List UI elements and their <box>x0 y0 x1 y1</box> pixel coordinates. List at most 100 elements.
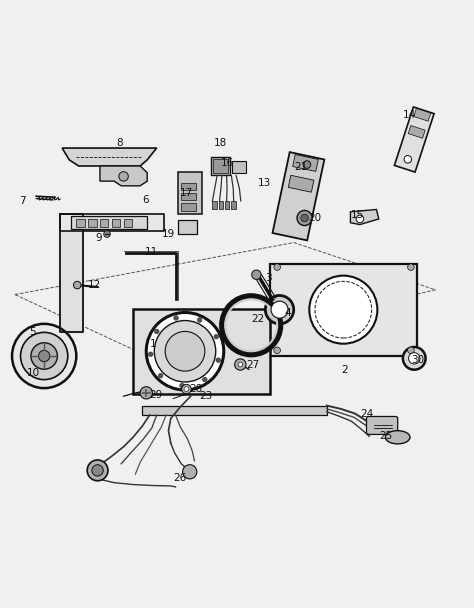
Text: 17: 17 <box>180 188 193 198</box>
Bar <box>225 201 229 210</box>
Circle shape <box>182 384 191 394</box>
Circle shape <box>155 329 159 334</box>
Text: 3: 3 <box>265 273 272 283</box>
Polygon shape <box>100 166 147 186</box>
Circle shape <box>146 313 224 390</box>
Circle shape <box>356 215 364 223</box>
Circle shape <box>297 210 312 226</box>
Circle shape <box>271 301 288 318</box>
Polygon shape <box>414 108 431 121</box>
Circle shape <box>303 161 311 168</box>
Circle shape <box>408 264 414 271</box>
Text: 6: 6 <box>143 195 149 205</box>
Circle shape <box>214 334 219 339</box>
Bar <box>143 406 327 415</box>
Polygon shape <box>273 152 324 240</box>
Circle shape <box>238 362 243 367</box>
Bar <box>219 201 223 210</box>
Text: 12: 12 <box>88 280 101 290</box>
Bar <box>124 219 132 227</box>
Bar <box>213 159 228 173</box>
Bar <box>133 309 270 394</box>
Text: 27: 27 <box>246 361 260 370</box>
Polygon shape <box>350 210 379 224</box>
Polygon shape <box>288 175 314 192</box>
Bar <box>181 203 196 211</box>
Circle shape <box>235 359 246 370</box>
Text: 7: 7 <box>19 196 26 206</box>
Circle shape <box>173 316 178 320</box>
Text: 11: 11 <box>145 247 158 257</box>
Circle shape <box>12 324 76 388</box>
Circle shape <box>31 343 57 369</box>
Text: 8: 8 <box>117 138 123 148</box>
Bar <box>212 201 217 210</box>
Text: 21: 21 <box>295 162 308 172</box>
Circle shape <box>140 387 153 399</box>
Bar <box>178 171 202 214</box>
Text: 25: 25 <box>379 431 392 441</box>
Polygon shape <box>60 214 83 333</box>
Circle shape <box>73 282 81 289</box>
Circle shape <box>274 347 281 354</box>
Text: 24: 24 <box>360 409 373 419</box>
Circle shape <box>180 383 184 388</box>
Circle shape <box>182 465 197 479</box>
Text: 5: 5 <box>29 327 36 337</box>
Circle shape <box>409 353 420 364</box>
Polygon shape <box>394 107 434 172</box>
Text: 26: 26 <box>173 473 186 483</box>
Circle shape <box>403 347 426 370</box>
Text: 30: 30 <box>411 355 424 365</box>
Text: 1: 1 <box>150 339 156 349</box>
Polygon shape <box>292 154 319 171</box>
Text: 4: 4 <box>284 308 291 319</box>
Polygon shape <box>60 214 164 231</box>
Bar <box>181 193 196 201</box>
FancyBboxPatch shape <box>366 416 398 435</box>
Circle shape <box>252 270 261 280</box>
Circle shape <box>92 465 103 476</box>
Text: 20: 20 <box>308 213 321 223</box>
Text: 23: 23 <box>199 391 212 401</box>
Circle shape <box>216 358 221 362</box>
Text: 19: 19 <box>161 229 174 239</box>
Circle shape <box>148 352 153 357</box>
Bar <box>76 219 85 227</box>
Circle shape <box>404 156 411 163</box>
Bar <box>88 219 97 227</box>
Circle shape <box>202 377 207 382</box>
Circle shape <box>155 320 216 382</box>
Text: 18: 18 <box>213 138 227 148</box>
Bar <box>231 201 236 210</box>
Bar <box>100 219 109 227</box>
Circle shape <box>310 275 377 344</box>
Circle shape <box>158 373 163 378</box>
Polygon shape <box>408 125 425 138</box>
Circle shape <box>165 331 205 371</box>
Text: 9: 9 <box>95 233 102 243</box>
Bar <box>112 219 120 227</box>
Bar <box>211 156 230 176</box>
Bar <box>181 182 196 190</box>
Bar <box>71 216 147 229</box>
Circle shape <box>274 264 281 271</box>
Circle shape <box>38 350 50 362</box>
Circle shape <box>119 171 128 181</box>
Polygon shape <box>62 148 156 166</box>
Bar <box>270 264 417 356</box>
Circle shape <box>104 231 110 237</box>
Text: 15: 15 <box>350 210 364 220</box>
Circle shape <box>197 317 202 322</box>
Ellipse shape <box>385 430 410 444</box>
Text: 10: 10 <box>27 367 40 378</box>
Text: 14: 14 <box>402 110 416 120</box>
Bar <box>178 220 197 234</box>
Circle shape <box>265 295 294 324</box>
Text: 16: 16 <box>220 158 234 168</box>
Bar <box>232 161 246 173</box>
Text: 28: 28 <box>189 384 202 394</box>
Circle shape <box>408 347 414 354</box>
Text: 29: 29 <box>150 390 163 399</box>
Circle shape <box>301 214 309 222</box>
